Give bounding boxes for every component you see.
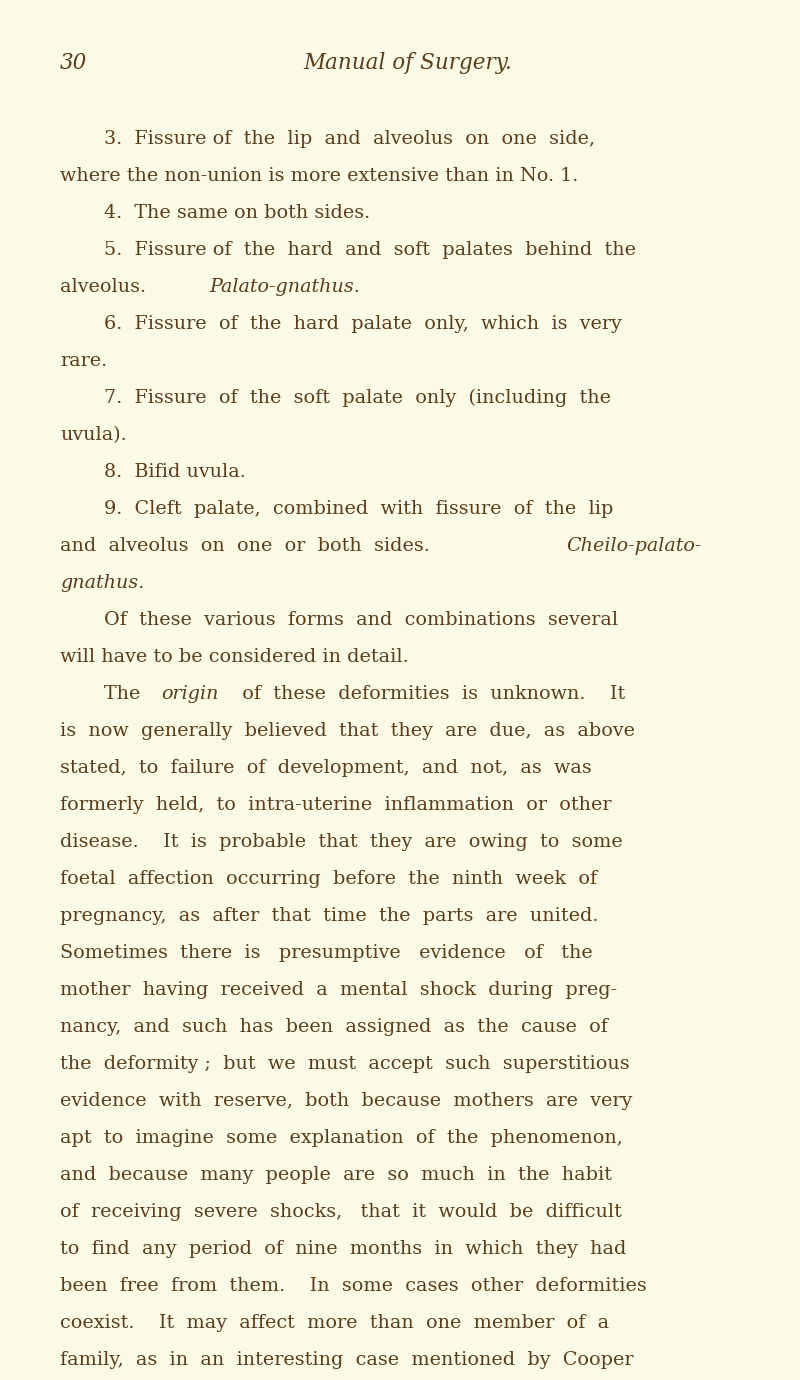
Text: alveolus.: alveolus.	[60, 277, 170, 297]
Text: will have to be considered in detail.: will have to be considered in detail.	[60, 647, 409, 667]
Text: Manual of Surgery.: Manual of Surgery.	[303, 52, 513, 75]
Text: 5.  Fissure of  the  hard  and  soft  palates  behind  the: 5. Fissure of the hard and soft palates …	[104, 241, 636, 259]
Text: nancy,  and  such  has  been  assigned  as  the  cause  of: nancy, and such has been assigned as the…	[60, 1017, 608, 1036]
Text: of  these  deformities  is  unknown.    It: of these deformities is unknown. It	[230, 684, 626, 702]
Text: Cheilo-palato-: Cheilo-palato-	[566, 537, 702, 555]
Text: evidence  with  reserve,  both  because  mothers  are  very: evidence with reserve, both because moth…	[60, 1092, 632, 1110]
Text: 4.  The same on both sides.: 4. The same on both sides.	[104, 204, 370, 222]
Text: family,  as  in  an  interesting  case  mentioned  by  Cooper: family, as in an interesting case mentio…	[60, 1351, 634, 1369]
Text: mother  having  received  a  mental  shock  during  preg-: mother having received a mental shock du…	[60, 981, 617, 999]
Text: been  free  from  them.    In  some  cases  other  deformities: been free from them. In some cases other…	[60, 1276, 646, 1294]
Text: 9.  Cleft  palate,  combined  with  fissure  of  the  lip: 9. Cleft palate, combined with fissure o…	[104, 500, 614, 518]
Text: and  alveolus  on  one  or  both  sides.: and alveolus on one or both sides.	[60, 537, 454, 555]
Text: and  because  many  people  are  so  much  in  the  habit: and because many people are so much in t…	[60, 1166, 612, 1184]
Text: origin: origin	[162, 684, 219, 702]
Text: coexist.    It  may  affect  more  than  one  member  of  a: coexist. It may affect more than one mem…	[60, 1314, 609, 1332]
Text: apt  to  imagine  some  explanation  of  the  phenomenon,: apt to imagine some explanation of the p…	[60, 1129, 622, 1147]
Text: pregnancy,  as  after  that  time  the  parts  are  united.: pregnancy, as after that time the parts …	[60, 907, 598, 925]
Text: Of  these  various  forms  and  combinations  several: Of these various forms and combinations …	[104, 611, 618, 629]
Text: 3.  Fissure of  the  lip  and  alveolus  on  one  side,: 3. Fissure of the lip and alveolus on on…	[104, 130, 595, 148]
Text: stated,  to  failure  of  development,  and  not,  as  was: stated, to failure of development, and n…	[60, 759, 592, 777]
Text: 8.  Bifid uvula.: 8. Bifid uvula.	[104, 462, 246, 482]
Text: Palato-gnathus.: Palato-gnathus.	[210, 277, 360, 297]
Text: rare.: rare.	[60, 352, 107, 370]
Text: of  receiving  severe  shocks,   that  it  would  be  difficult: of receiving severe shocks, that it woul…	[60, 1202, 622, 1221]
Text: is  now  generally  believed  that  they  are  due,  as  above: is now generally believed that they are …	[60, 722, 635, 740]
Text: Sometimes  there  is   presumptive   evidence   of   the: Sometimes there is presumptive evidence …	[60, 944, 593, 962]
Text: 30: 30	[60, 52, 87, 75]
Text: to  find  any  period  of  nine  months  in  which  they  had: to find any period of nine months in whi…	[60, 1239, 626, 1257]
Text: where the non-union is more extensive than in No. 1.: where the non-union is more extensive th…	[60, 167, 578, 185]
Text: gnathus.: gnathus.	[60, 574, 144, 592]
Text: 6.  Fissure  of  the  hard  palate  only,  which  is  very: 6. Fissure of the hard palate only, whic…	[104, 315, 622, 333]
Text: 7.  Fissure  of  the  soft  palate  only  (including  the: 7. Fissure of the soft palate only (incl…	[104, 389, 611, 407]
Text: foetal  affection  occurring  before  the  ninth  week  of: foetal affection occurring before the ni…	[60, 869, 597, 887]
Text: formerly  held,  to  intra-uterine  inflammation  or  other: formerly held, to intra-uterine inflamma…	[60, 796, 611, 814]
Text: uvula).: uvula).	[60, 426, 126, 444]
Text: disease.    It  is  probable  that  they  are  owing  to  some: disease. It is probable that they are ow…	[60, 832, 622, 851]
Text: the  deformity ;  but  we  must  accept  such  superstitious: the deformity ; but we must accept such …	[60, 1054, 630, 1072]
Text: The: The	[104, 684, 153, 702]
